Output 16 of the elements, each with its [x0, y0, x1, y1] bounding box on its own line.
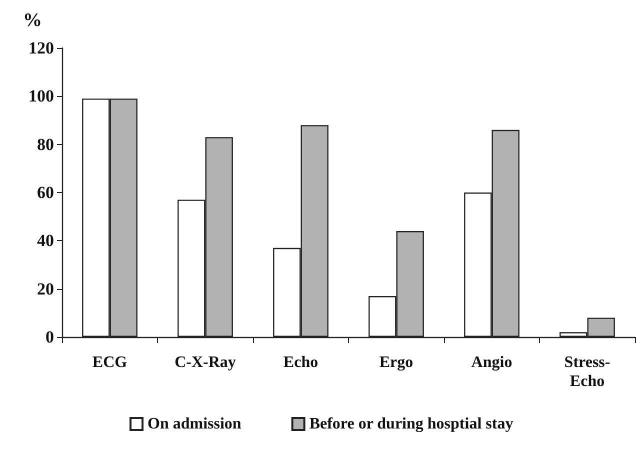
legend-label: Before or during hosptial stay: [309, 416, 514, 432]
y-tick-label: 20: [37, 279, 54, 298]
x-tick-label: Ergo: [379, 354, 414, 371]
y-tick-label: 60: [37, 183, 54, 202]
x-tick-label: C-X-Ray: [174, 354, 236, 371]
y-tick-label: 0: [46, 328, 54, 346]
y-axis-title: %: [23, 10, 42, 31]
y-tick-label: 80: [37, 134, 54, 154]
legend-label: On admission: [148, 416, 242, 432]
x-tick-label: Stress- Echo: [564, 354, 610, 390]
y-tick-label: 40: [37, 231, 54, 250]
y-tick-label: 120: [28, 38, 54, 58]
x-tick-label: ECG: [92, 354, 128, 371]
x-tick-label: Echo: [283, 354, 318, 371]
y-tick-label: 100: [28, 86, 54, 106]
x-tick-label: Angio: [471, 354, 512, 371]
